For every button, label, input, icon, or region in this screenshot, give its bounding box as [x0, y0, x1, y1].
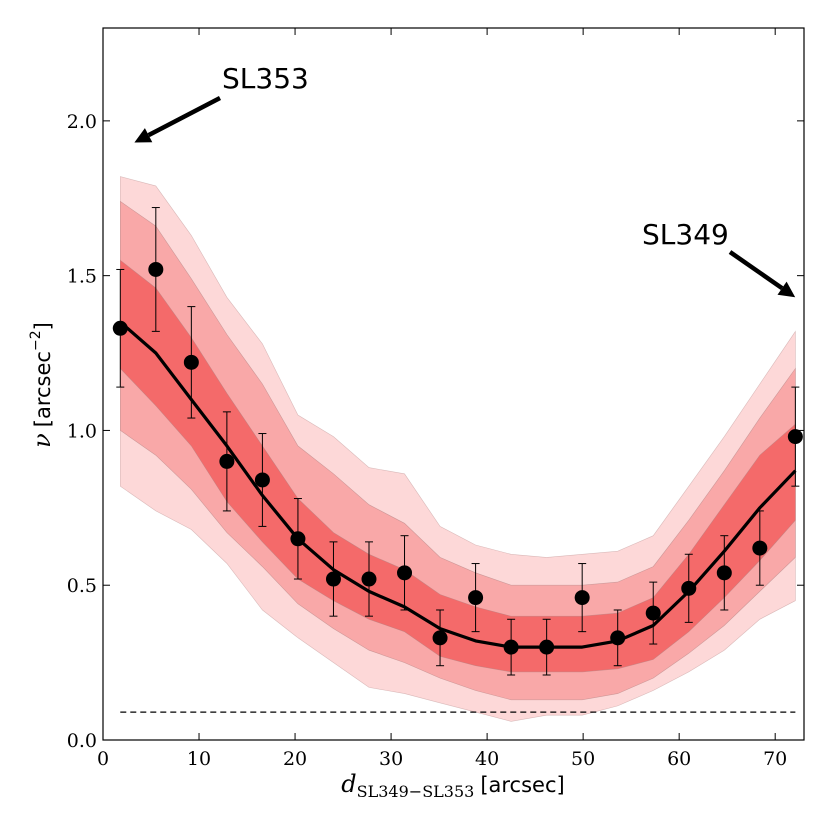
x-tick-label: 50 [571, 748, 595, 770]
data-point-14 [574, 563, 590, 633]
data-marker [645, 605, 661, 621]
annotation-label-sl349: SL349 [642, 218, 729, 251]
x-axis-label: dSL349−SL353 [arcsec] [341, 770, 564, 801]
x-tick-label: 60 [667, 748, 691, 770]
y-tick-label: 1.5 [67, 266, 97, 288]
arrow-head [134, 128, 153, 143]
data-marker [468, 590, 484, 606]
x-tick-label: 40 [475, 748, 499, 770]
confidence-bands [120, 176, 796, 722]
data-point-15 [610, 609, 626, 667]
y-tick-label: 2.0 [67, 111, 97, 133]
y-tick-label: 0.0 [67, 730, 97, 752]
data-marker [574, 590, 590, 606]
y-tick-label: 1.0 [67, 420, 97, 442]
data-point-11 [468, 563, 484, 633]
data-marker [219, 453, 235, 469]
data-marker [716, 565, 732, 581]
data-marker [752, 540, 768, 556]
plot-frame [102, 27, 805, 741]
annotation-arrow-sl349 [728, 250, 796, 298]
data-marker [112, 320, 128, 336]
data-point-19 [752, 510, 768, 586]
y-axis-symbol: ν [28, 433, 56, 448]
x-tick-label: 10 [187, 748, 211, 770]
y-axis-label: ν [arcsec−2] [28, 322, 56, 448]
annotation-arrow-sl353 [134, 96, 222, 143]
y-axis-unit-close: ] [31, 322, 55, 330]
arrow-shaft [728, 250, 784, 291]
data-point-16 [645, 581, 661, 645]
data-point-20 [787, 386, 803, 487]
x-tick-label: 0 [97, 748, 109, 770]
data-point-5 [254, 433, 270, 527]
arrow-shaft [147, 96, 222, 138]
data-point-10 [432, 609, 448, 667]
data-point-6 [290, 498, 306, 580]
data-point-9 [397, 535, 413, 611]
x-axis-subscript: SL349−SL353 [357, 782, 475, 801]
data-marker [290, 531, 306, 547]
band-1sigma [120, 259, 796, 673]
data-point-2 [148, 207, 164, 332]
x-tick-label: 20 [283, 748, 307, 770]
y-axis-unit: [arcsec [31, 351, 55, 427]
axis-ticks: 0 10 20 30 40 50 60 70 0.0 0.5 1.0 1.5 2.0 [67, 28, 804, 770]
x-tick-label: 70 [763, 748, 787, 770]
data-point-1 [112, 268, 128, 388]
model-curve [119, 320, 797, 649]
data-point-13 [539, 618, 555, 676]
data-point-18 [716, 535, 732, 611]
data-marker [397, 565, 413, 581]
data-point-4 [219, 411, 235, 512]
observed-points [112, 207, 803, 676]
data-marker [787, 429, 803, 445]
y-axis-unit-exponent: −2 [28, 330, 44, 351]
data-marker [432, 630, 448, 646]
x-axis-symbol: d [341, 770, 356, 798]
arrow-head [777, 281, 796, 298]
x-tick-label: 30 [379, 748, 403, 770]
data-marker [681, 580, 697, 596]
data-marker [361, 571, 377, 587]
data-marker [610, 630, 626, 646]
x-axis-unit: [arcsec] [480, 773, 564, 797]
data-point-7 [325, 541, 341, 617]
model-curve-group [119, 320, 797, 649]
data-point-8 [361, 541, 377, 617]
data-point-12 [503, 618, 519, 676]
band-2sigma [120, 200, 796, 701]
annotation-label-sl353: SL353 [222, 62, 309, 95]
data-marker [183, 354, 199, 370]
data-marker [254, 472, 270, 488]
y-tick-label: 0.5 [67, 575, 97, 597]
data-marker [325, 571, 341, 587]
data-point-3 [183, 306, 199, 419]
annotations: SL353 SL349 [134, 62, 796, 298]
data-marker [148, 261, 164, 277]
data-point-17 [681, 553, 697, 623]
data-marker [503, 639, 519, 655]
data-marker [539, 639, 555, 655]
